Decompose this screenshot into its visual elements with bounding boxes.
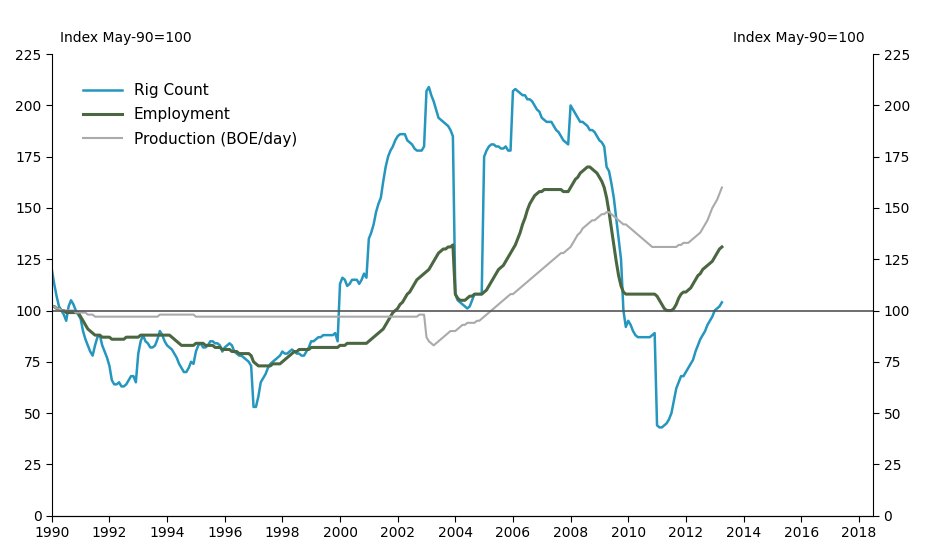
Legend: Rig Count, Employment, Production (BOE/day): Rig Count, Employment, Production (BOE/d… <box>76 75 305 154</box>
Employment <box>462 295 473 301</box>
Employment <box>430 254 441 260</box>
Production (BOE/day) <box>601 209 612 215</box>
Rig Count <box>150 342 161 349</box>
Production (BOE/day) <box>430 340 441 347</box>
Employment <box>609 241 620 248</box>
Production (BOE/day) <box>462 320 473 326</box>
Line: Production (BOE/day): Production (BOE/day) <box>52 188 721 345</box>
Employment <box>150 332 161 339</box>
Employment <box>603 209 614 215</box>
Rig Count <box>46 266 57 273</box>
Text: Index May-90=100: Index May-90=100 <box>60 31 191 45</box>
Rig Count <box>601 164 612 170</box>
Production (BOE/day) <box>150 314 161 320</box>
Rig Count <box>716 299 727 306</box>
Production (BOE/day) <box>368 314 379 320</box>
Rig Count <box>462 305 473 312</box>
Rig Count <box>430 106 441 113</box>
Employment <box>582 164 593 170</box>
Rig Count <box>606 180 617 186</box>
Production (BOE/day) <box>716 184 727 191</box>
Rig Count <box>368 221 379 228</box>
Line: Employment: Employment <box>52 167 721 366</box>
Production (BOE/day) <box>606 211 617 218</box>
Text: Index May-90=100: Index May-90=100 <box>734 31 865 45</box>
Employment <box>716 244 727 250</box>
Line: Rig Count: Rig Count <box>52 87 721 427</box>
Employment <box>371 332 382 339</box>
Rig Count <box>424 84 435 90</box>
Employment <box>253 362 264 369</box>
Production (BOE/day) <box>428 342 439 349</box>
Production (BOE/day) <box>46 303 57 310</box>
Rig Count <box>654 424 665 431</box>
Employment <box>46 303 57 310</box>
